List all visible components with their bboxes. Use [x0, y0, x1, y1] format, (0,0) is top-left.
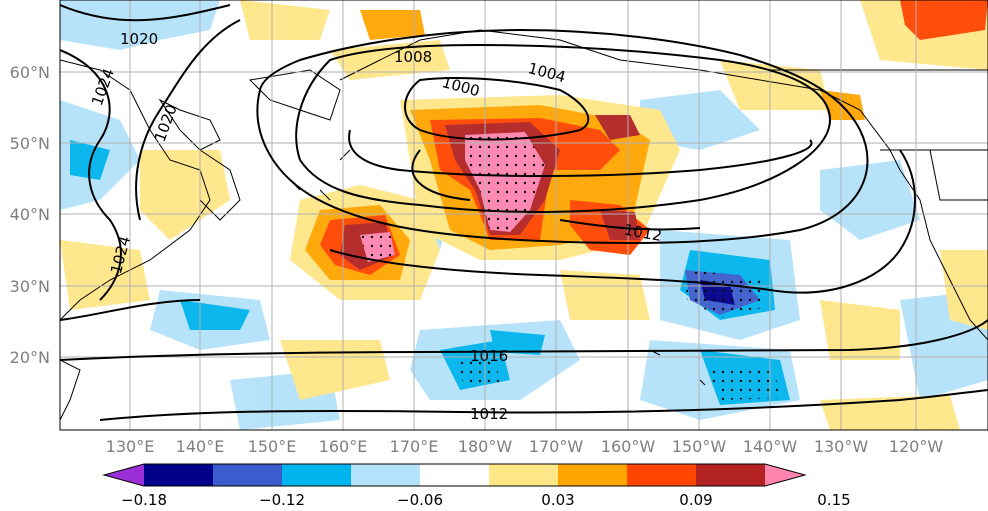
colorbar-segment [351, 464, 420, 486]
lon-label: 150°E [248, 437, 297, 456]
contour-label: 1012 [470, 405, 508, 423]
colorbar-tick-label: −0.12 [259, 491, 305, 509]
colorbar-extend-high [765, 464, 805, 486]
lon-label: 150°W [672, 437, 727, 456]
contour-label: 1020 [120, 30, 158, 48]
lon-label: 160°E [319, 437, 368, 456]
lon-label: 140°W [743, 437, 798, 456]
lon-label: 180°W [458, 437, 513, 456]
lat-label: 20°N [10, 348, 50, 367]
map-frame [59, 0, 988, 431]
lat-axis: 60°N 50°N 40°N 30°N 20°N [10, 63, 50, 367]
lat-label: 40°N [10, 205, 50, 224]
colorbar-tick-label: 0.03 [541, 491, 574, 509]
colorbar-segment [213, 464, 282, 486]
lat-label: 30°N [10, 277, 50, 296]
colorbar [102, 463, 807, 487]
colorbar-segment [696, 464, 765, 486]
lon-label: 140°E [176, 437, 225, 456]
lat-label: 50°N [10, 134, 50, 153]
colorbar-tick-label: −0.18 [121, 491, 167, 509]
colorbar-segment [420, 464, 489, 486]
colorbar-segment [282, 464, 351, 486]
lat-label: 60°N [10, 63, 50, 82]
colorbar-ticks: −0.18 −0.12 −0.06 0.03 0.09 0.15 [121, 491, 851, 509]
lon-label: 170°W [529, 437, 584, 456]
lon-axis: 130°E 140°E 150°E 160°E 170°E 180°W 170°… [106, 437, 944, 456]
colorbar-tick-label: 0.09 [679, 491, 712, 509]
colorbar-tick-label: 0.15 [817, 491, 850, 509]
colorbar-tick-label: −0.06 [397, 491, 443, 509]
lon-label: 160°W [601, 437, 656, 456]
colorbar-segment [558, 464, 627, 486]
lon-label: 130°W [814, 437, 869, 456]
lon-label: 120°W [889, 437, 944, 456]
contour-label: 1016 [470, 347, 508, 365]
colorbar-segment [489, 464, 558, 486]
colorbar-segment [144, 464, 213, 486]
pressure-contours [60, 4, 988, 421]
lon-label: 130°E [106, 437, 155, 456]
colorbar-outline [102, 463, 807, 487]
colorbar-extend-low [104, 464, 144, 486]
graticule [60, 0, 988, 430]
colorbar-segment [627, 464, 696, 486]
lon-label: 170°E [390, 437, 439, 456]
contour-label: 1008 [394, 48, 432, 66]
